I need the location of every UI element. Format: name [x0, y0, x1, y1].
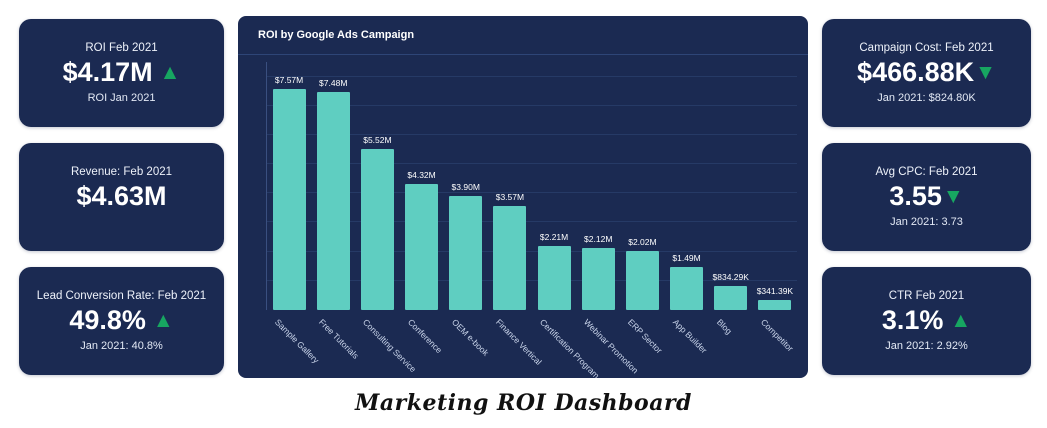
bar[interactable]: [714, 285, 748, 310]
trend-up-icon: ▲: [159, 61, 181, 84]
bar-value-label: $1.49M: [672, 252, 701, 263]
gridline: [267, 221, 797, 223]
trend-down-icon: ▼: [975, 61, 996, 84]
category-label: Finance Vertical: [493, 317, 544, 367]
chart-title: ROI by Google Ads Campaign: [258, 29, 415, 41]
bar[interactable]: [449, 196, 483, 310]
gridline: [267, 279, 797, 281]
bar-value-label: $7.57M: [274, 75, 304, 86]
kpi-label: Avg CPC: Feb 2021: [875, 166, 978, 179]
kpi-sub-label: ROI Jan 2021: [87, 91, 156, 104]
bar[interactable]: [272, 89, 306, 310]
bar-value-label: $834.29K: [712, 271, 749, 282]
kpi-card-ctr: CTR Feb 2021 3.1% ▲ Jan 2021: 2.92%: [822, 267, 1031, 375]
gridline: [267, 104, 797, 106]
kpi-value: $466.88K: [857, 57, 975, 88]
kpi-value: $4.63M: [76, 181, 167, 212]
bar[interactable]: [758, 300, 792, 310]
bar[interactable]: [537, 245, 571, 310]
bar[interactable]: [360, 148, 394, 310]
kpi-label: ROI Feb 2021: [85, 42, 158, 55]
plot-area: $7.57M $7.48M $5.52M $4.32M $3.90M $3.57M $2.2…: [266, 62, 797, 310]
kpi-value: $4.17M: [62, 57, 153, 88]
roi-bar-chart-panel: ROI by Google Ads Campaign $7.57M $7.48M $…: [238, 16, 808, 378]
kpi-sub-label: Jan 2021: 2.92%: [885, 339, 968, 352]
category-label: OEM e-book: [449, 317, 491, 358]
chart-title-divider: [238, 54, 808, 55]
bar-value-label: $3.90M: [451, 182, 480, 193]
kpi-sub-label: Jan 2021: 3.73: [890, 215, 963, 228]
bar-value-label: $2.12M: [584, 234, 613, 245]
kpi-sub-label: Jan 2021: 40.8%: [80, 339, 163, 352]
kpi-value: 3.1%: [881, 305, 944, 336]
kpi-value: 3.55: [889, 181, 942, 212]
bar[interactable]: [581, 248, 615, 310]
bar-value-label: $2.02M: [628, 237, 657, 248]
bar-value-label: $2.21M: [539, 231, 569, 242]
bar[interactable]: [625, 251, 659, 310]
category-label: Conference: [405, 317, 444, 356]
kpi-card-roi: ROI Feb 2021 $4.17M ▲ ROI Jan 2021: [19, 19, 224, 127]
kpi-label: CTR Feb 2021: [888, 290, 965, 303]
category-label: App Builder: [670, 317, 709, 356]
category-label: Blog: [714, 317, 734, 337]
category-label: Sample Gallery: [273, 317, 322, 366]
bar-value-label: $4.32M: [407, 169, 436, 180]
trend-down-icon: ▼: [942, 185, 964, 208]
bar-value-label: $3.57M: [495, 191, 525, 202]
kpi-card-lead-conversion: Lead Conversion Rate: Feb 2021 49.8% ▲ J…: [19, 267, 224, 375]
category-label: Free Tutorials: [317, 317, 361, 361]
bar[interactable]: [316, 91, 350, 310]
kpi-label: Revenue: Feb 2021: [70, 166, 173, 179]
gridline: [267, 192, 797, 194]
bar[interactable]: [493, 205, 527, 310]
category-label: ERP Sector: [626, 317, 665, 356]
bar[interactable]: [670, 266, 704, 310]
dashboard-title: Marketing ROI Dashboard: [355, 390, 692, 416]
bar-value-label: $341.39K: [756, 286, 794, 297]
kpi-label: Campaign Cost: Feb 2021: [859, 42, 994, 55]
gridline: [267, 163, 797, 165]
bar[interactable]: [405, 183, 439, 310]
kpi-sub-label: Jan 2021: $824.80K: [877, 91, 976, 104]
bar-value-label: $5.52M: [363, 134, 392, 145]
kpi-card-revenue: Revenue: Feb 2021 $4.63M: [19, 143, 224, 251]
kpi-card-campaign-cost: Campaign Cost: Feb 2021 $466.88K ▼ Jan 2…: [822, 19, 1031, 127]
kpi-label: Lead Conversion Rate: Feb 2021: [36, 290, 207, 303]
bar-value-label: $7.48M: [319, 77, 348, 88]
category-label: Competitor: [758, 317, 796, 354]
trend-up-icon: ▲: [152, 309, 174, 332]
gridline: [267, 250, 797, 252]
kpi-card-avg-cpc: Avg CPC: Feb 2021 3.55 ▼ Jan 2021: 3.73: [822, 143, 1031, 251]
trend-up-icon: ▲: [950, 309, 972, 332]
gridline: [267, 75, 797, 77]
gridline: [267, 133, 797, 135]
kpi-value: 49.8%: [69, 305, 146, 336]
